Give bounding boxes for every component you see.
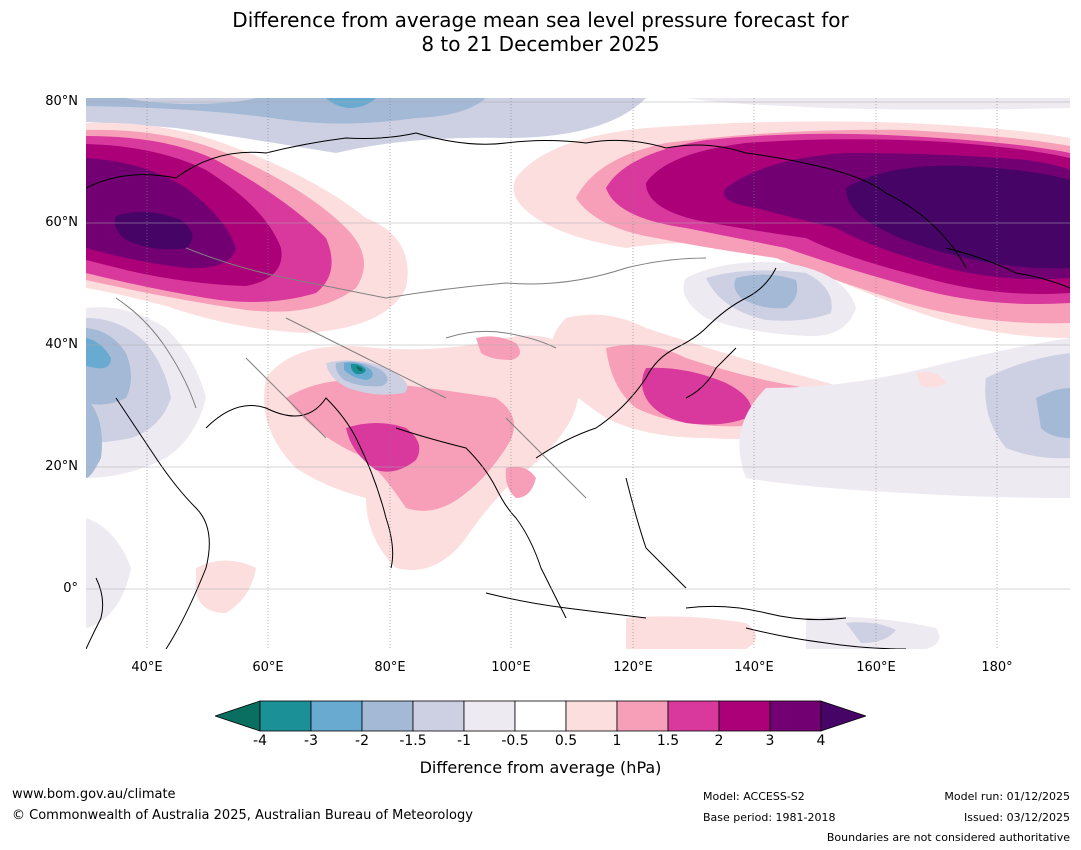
lon-label-120e: 120°E [613, 660, 653, 675]
colorbar-segment [769, 700, 822, 732]
colorbar-tick-label: -1.5 [399, 733, 427, 749]
lon-label-60e: 60°E [252, 660, 284, 675]
colorbar-segment [361, 700, 414, 732]
colorbar-tick-label: -3 [304, 733, 318, 749]
colorbar-tick-label: -0.5 [501, 733, 529, 749]
lat-label-40n: 40°N [45, 337, 78, 352]
colorbar-tick-label: 1.5 [656, 733, 680, 749]
colorbar-segment [259, 700, 312, 732]
colorbar-title: Difference from average (hPa) [419, 758, 662, 777]
colorbar [215, 700, 866, 732]
title-line-2: 8 to 21 December 2025 [421, 32, 660, 56]
footer-issued: Issued: 03/12/2025 [963, 811, 1070, 824]
equatorial-anomalies [86, 518, 940, 649]
lat-label-20n: 20°N [45, 459, 78, 474]
footer-model-run: Model run: 01/12/2025 [944, 790, 1070, 803]
colorbar-tick-label: 4 [816, 733, 826, 749]
lon-label-140e: 140°E [734, 660, 774, 675]
colorbar-tick-label: 2 [714, 733, 724, 749]
colorbar-segment [514, 700, 567, 732]
pacific-negative-anomaly [739, 338, 1070, 498]
country-borders [115, 247, 707, 499]
colorbar-segment [616, 700, 669, 732]
lon-label-40e: 40°E [131, 660, 163, 675]
footer-model: Model: ACCESS-S2 [703, 790, 805, 803]
colorbar-tick-label: 1 [612, 733, 622, 749]
colorbar-extend-low [215, 700, 261, 732]
footer-boundaries-note: Boundaries are not considered authoritat… [826, 831, 1070, 844]
colorbar-segment [310, 700, 363, 732]
footer-copyright: © Commonwealth of Australia 2025, Austra… [12, 808, 473, 823]
colorbar-segment [667, 700, 720, 732]
colorbar-extend-high [820, 700, 866, 732]
footer-base-period: Base period: 1981-2018 [703, 811, 836, 824]
coastlines [86, 132, 1070, 649]
colorbar-segment [565, 700, 618, 732]
colorbar-tick-label: -4 [253, 733, 267, 749]
lat-label-60n: 60°N [45, 215, 78, 230]
colorbar-tick-label: 3 [765, 733, 775, 749]
lon-label-100e: 100°E [491, 660, 531, 675]
lat-label-0: 0° [63, 581, 78, 596]
lat-label-80n: 80°N [45, 94, 78, 109]
colorbar-segment [463, 700, 516, 732]
colorbar-segment [412, 700, 465, 732]
lon-label-180: 180° [981, 660, 1013, 675]
graticule [146, 98, 998, 649]
south-asia-high-anomaly [264, 335, 580, 570]
latitude-lines [86, 101, 1070, 590]
map-title: Difference from average mean sea level p… [0, 8, 1081, 56]
colorbar-tick-label: 0.5 [554, 733, 578, 749]
colorbar-segment [718, 700, 771, 732]
east-siberia-high-anomaly [513, 121, 1070, 338]
pressure-anomaly-map [86, 98, 1070, 649]
okhotsk-negative-anomaly [683, 262, 856, 337]
colorbar-tick-label: -2 [355, 733, 369, 749]
arctic-negative-anomaly [86, 98, 1070, 153]
lon-label-80e: 80°E [374, 660, 406, 675]
title-line-1: Difference from average mean sea level p… [232, 8, 849, 32]
footer-url[interactable]: www.bom.gov.au/climate [12, 787, 176, 802]
lon-label-160e: 160°E [856, 660, 896, 675]
middle-east-negative-anomaly [86, 307, 206, 478]
colorbar-tick-label: -1 [457, 733, 471, 749]
